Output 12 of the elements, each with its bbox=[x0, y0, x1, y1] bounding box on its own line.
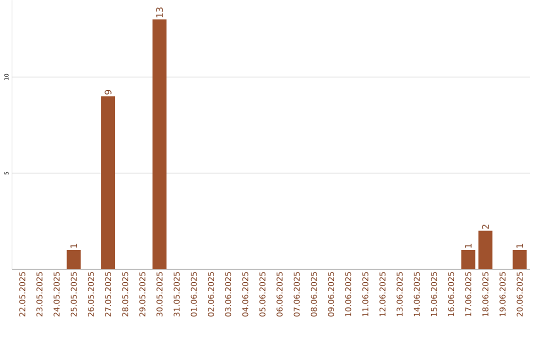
data-label: 9 bbox=[104, 90, 112, 94]
data-label: 1 bbox=[516, 244, 523, 248]
bar bbox=[101, 96, 116, 270]
data-label: 13 bbox=[156, 7, 163, 18]
bar bbox=[66, 250, 81, 270]
bar bbox=[461, 250, 476, 270]
data-label: 1 bbox=[70, 244, 78, 248]
data-label: 1 bbox=[464, 244, 472, 248]
bar bbox=[478, 230, 492, 270]
bar bbox=[152, 19, 167, 270]
bar bbox=[512, 250, 527, 270]
data-label: 2 bbox=[482, 224, 489, 229]
